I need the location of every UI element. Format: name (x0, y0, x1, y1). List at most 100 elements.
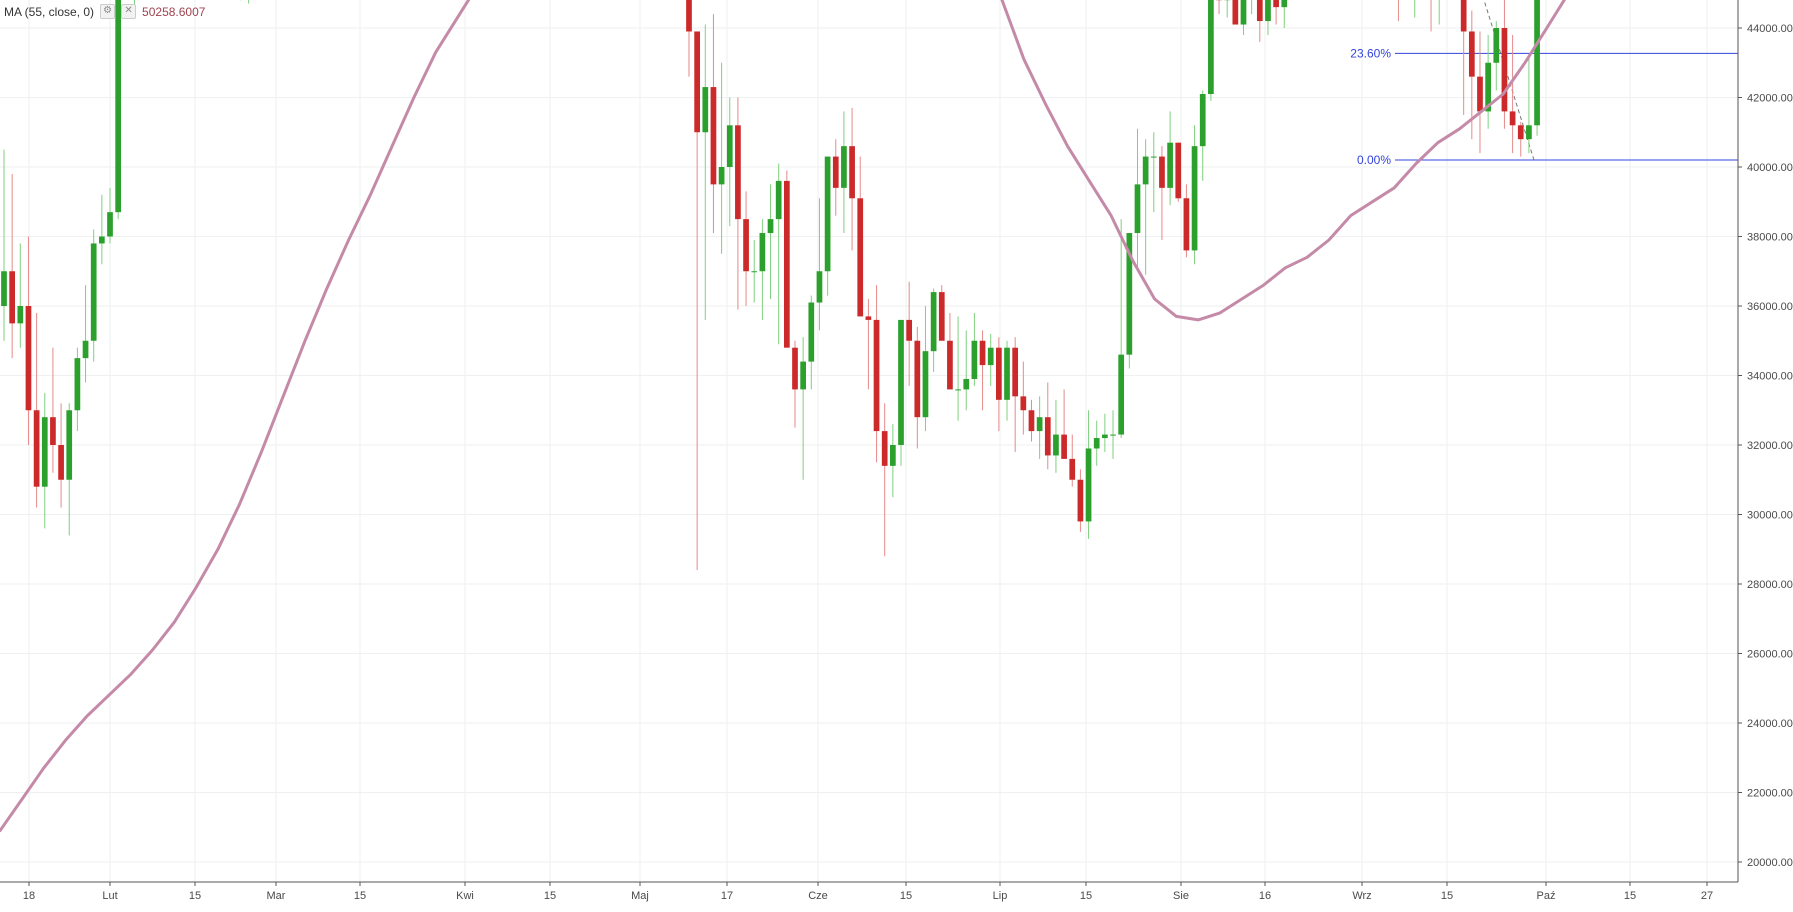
candle-body (726, 125, 733, 167)
candle-body (857, 198, 864, 317)
candle-body (1501, 28, 1508, 112)
candle-body (938, 292, 945, 341)
price-tick-label: 30000.00 (1747, 510, 1793, 522)
candle-body (74, 358, 81, 411)
indicator-value: 50258.6007 (142, 4, 206, 19)
candle-body (718, 167, 725, 185)
candle-body (947, 340, 953, 390)
time-tick-label: 15 (1624, 890, 1636, 902)
candle-body (751, 271, 758, 273)
time-tick-label: Sie (1173, 890, 1189, 902)
time-tick-label: Mar (267, 890, 286, 902)
fib-level-label: 0.00% (1357, 153, 1391, 167)
candle-body (1240, 0, 1247, 25)
candle-body (1036, 417, 1043, 432)
candle-body (1232, 0, 1239, 25)
candle-body (906, 319, 913, 341)
time-tick-label: 27 (1701, 890, 1713, 902)
candle-body (1281, 0, 1288, 8)
time-tick-label: 15 (900, 890, 912, 902)
candle-body (971, 340, 978, 379)
candle-body (1126, 233, 1133, 355)
time-tick-label: 17 (721, 890, 733, 902)
candle-body (1142, 156, 1149, 185)
candle-body (41, 417, 48, 487)
candle-body (792, 347, 798, 390)
candle-body (1256, 0, 1263, 22)
candle-body (979, 340, 986, 366)
candle-body (1, 271, 7, 306)
price-tick-label: 42000.00 (1747, 93, 1793, 105)
candle-body (694, 31, 700, 133)
candle-body (686, 0, 692, 32)
candle-body (1208, 0, 1214, 95)
candle-body (1110, 434, 1116, 436)
candle-body (1493, 28, 1500, 63)
candle-body (1044, 417, 1051, 456)
candle-body (873, 319, 880, 432)
time-tick-label: 15 (1441, 890, 1453, 902)
price-tick-label: 36000.00 (1747, 301, 1793, 313)
price-tick-label: 32000.00 (1747, 440, 1793, 452)
candle-body (1265, 0, 1271, 22)
candle-body (922, 351, 929, 418)
price-axis-bg (1738, 0, 1793, 882)
fib-retracement[interactable]: 161.80%100.00%78.60%61.80%50.00%38.20%23… (1344, 0, 1738, 167)
candle-body (841, 146, 847, 188)
grid (0, 0, 1738, 882)
price-axis[interactable]: 20000.00 22000.00 24000.00 26000.00 28000.00… (1737, 0, 1793, 882)
price-tick-label: 28000.00 (1747, 579, 1793, 591)
candle-body (1150, 156, 1157, 158)
candle-body (800, 361, 807, 390)
candle-body (987, 347, 994, 366)
candle-body (963, 378, 970, 390)
candle-body (743, 219, 749, 272)
candle-body (759, 233, 766, 272)
candle-body (1534, 0, 1540, 126)
candle-body (99, 236, 105, 244)
candle-body (1199, 94, 1206, 147)
price-tick-label: 44000.00 (1747, 23, 1793, 35)
fib-level-label: 23.60% (1350, 46, 1391, 60)
time-tick-label: 15 (1080, 890, 1092, 902)
time-axis[interactable]: 18 Lut 15 Mar 15 Kwi 15 Maj 17 Cze 15 Lip 15 Sie 16 Wrz… (0, 881, 1738, 912)
candle-body (1183, 198, 1190, 251)
candle-body (17, 306, 24, 324)
candle-body (865, 316, 872, 320)
price-tick-label: 34000.00 (1747, 371, 1793, 383)
candle-body (914, 340, 921, 418)
candle-body (1175, 142, 1182, 199)
candle-body (58, 445, 64, 480)
candle-body (1028, 410, 1035, 432)
candle-body (107, 212, 113, 237)
fib-trend-line (1483, 0, 1535, 161)
close-icon[interactable]: ✕ (121, 4, 137, 19)
candle-body (1167, 142, 1173, 188)
time-tick-label: Paź (1537, 890, 1556, 902)
candle-body (816, 271, 823, 303)
time-tick-label: Wrz (1352, 890, 1371, 902)
candle-body (1020, 396, 1027, 411)
candle-body (1061, 434, 1067, 459)
candle-body (9, 271, 16, 324)
price-tick-label: 26000.00 (1747, 649, 1793, 661)
candle-body (710, 87, 717, 185)
time-tick-label: Maj (631, 890, 649, 902)
time-tick-label: 15 (544, 890, 556, 902)
candle-body (1012, 347, 1019, 397)
settings-icon[interactable]: ⚙ (100, 4, 116, 19)
indicator-name: MA (55, close, 0) (4, 4, 95, 19)
candle-body (1468, 31, 1475, 77)
time-tick-label: 18 (23, 890, 35, 902)
candle-body (1069, 458, 1076, 480)
candle-body (930, 292, 937, 352)
candle-body (889, 445, 896, 466)
time-tick-label: 16 (1259, 890, 1271, 902)
price-tick-label: 40000.00 (1747, 162, 1793, 174)
candle-body (881, 431, 888, 466)
time-tick-label: Cze (808, 890, 828, 902)
price-tick-label: 38000.00 (1747, 232, 1793, 244)
ma-line (0, 0, 1567, 833)
